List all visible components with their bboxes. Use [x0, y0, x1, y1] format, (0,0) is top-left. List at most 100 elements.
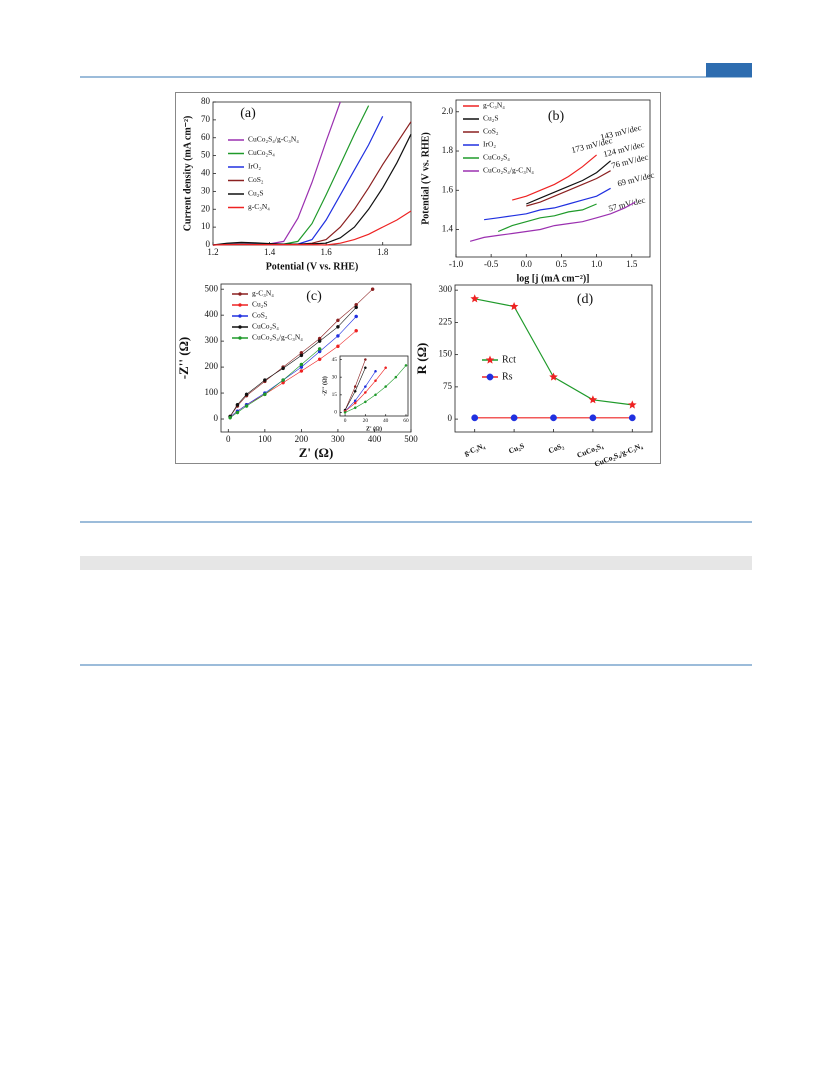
- marker: [235, 410, 240, 415]
- y-tick-label: 300: [205, 335, 219, 345]
- y-tick-label: 20: [201, 203, 211, 213]
- y-tick-label: 0: [448, 413, 453, 423]
- y-axis-label: -Z'' (Ω): [321, 376, 328, 396]
- x-tick-label: 20: [363, 418, 369, 424]
- marker: [353, 406, 357, 410]
- x-tick-label: 500: [404, 434, 418, 444]
- legend-label: CuCo₂S₄: [248, 148, 275, 157]
- legend-label: CuCo₂S₄/g-C₃N₄: [483, 166, 534, 175]
- marker: [336, 325, 340, 329]
- x-tick-label: 0: [226, 434, 231, 444]
- x-axis-label: Z' (Ω): [299, 445, 334, 460]
- marker: [336, 334, 340, 338]
- marker: [299, 353, 304, 358]
- marker: [374, 379, 377, 383]
- marker: [281, 378, 285, 382]
- marker: [263, 378, 267, 382]
- marker: [374, 393, 377, 397]
- x-axis-label: Z' (Ω): [366, 426, 382, 433]
- marker: [628, 400, 637, 409]
- y-tick-label: 45: [332, 357, 338, 363]
- marker: [353, 389, 357, 393]
- marker: [510, 414, 518, 422]
- x-tick-label: 300: [331, 434, 345, 444]
- marker: [550, 414, 557, 422]
- marker: [281, 366, 285, 371]
- marker: [404, 364, 408, 367]
- marker: [486, 373, 494, 381]
- legend-label: CoS₂: [252, 311, 268, 320]
- marker: [336, 318, 340, 323]
- marker: [317, 347, 322, 351]
- legend-label: Rct: [502, 354, 516, 365]
- marker: [370, 287, 375, 291]
- marker: [364, 358, 367, 361]
- legend-label: IrO₂: [483, 140, 496, 149]
- legend-label: CoS₂: [248, 175, 264, 184]
- x-tick-label: 1.8: [377, 247, 389, 257]
- legend-label: IrO₂: [248, 162, 261, 171]
- y-tick-label: 30: [201, 185, 211, 195]
- marker: [485, 355, 495, 364]
- y-tick-label: 0: [334, 410, 337, 416]
- marker: [353, 399, 357, 403]
- series-line: [497, 203, 597, 233]
- y-tick-label: 60: [201, 132, 211, 142]
- legend-label: Cu₂S: [248, 189, 264, 198]
- marker: [244, 392, 249, 397]
- legend-label: CuCo₂S₄: [483, 153, 510, 162]
- x-tick-label: -1.0: [449, 259, 464, 269]
- marker: [353, 385, 357, 388]
- y-axis-label: Potential (V vs. RHE): [420, 132, 431, 225]
- marker: [354, 314, 358, 319]
- series-line: [469, 201, 636, 242]
- x-tick-label: 0.5: [556, 259, 568, 269]
- y-tick-label: 0: [214, 413, 219, 423]
- series-line: [526, 170, 611, 207]
- y-tick-label: 10: [201, 221, 211, 231]
- marker: [317, 357, 322, 362]
- panel-label: (b): [548, 109, 565, 124]
- marker: [364, 366, 367, 370]
- marker: [263, 392, 267, 397]
- x-tick-label: -0.5: [484, 259, 499, 269]
- x-tick-label: 100: [258, 434, 272, 444]
- marker: [336, 344, 340, 349]
- y-tick-label: 1.4: [442, 224, 454, 234]
- marker: [235, 402, 240, 407]
- y-tick-label: 75: [443, 381, 453, 391]
- y-tick-label: 70: [201, 114, 211, 124]
- panel-label: (d): [577, 292, 594, 307]
- legend-label: g-C₃N₄: [252, 289, 274, 298]
- y-tick-label: 1.8: [442, 145, 454, 155]
- y-tick-label: 80: [201, 96, 211, 106]
- marker: [509, 302, 519, 311]
- marker: [238, 292, 242, 296]
- marker: [588, 395, 598, 404]
- y-tick-label: 50: [201, 150, 211, 160]
- marker: [374, 369, 377, 373]
- legend-label: CuCo₂S₄/g-C₃N₄: [248, 135, 299, 144]
- y-tick-label: 200: [205, 361, 219, 371]
- marker: [244, 404, 249, 408]
- legend-label: Cu₂S: [483, 114, 499, 123]
- series-line: [512, 154, 597, 201]
- series-line: [229, 288, 373, 417]
- legend-label: CuCo₂S₄: [252, 322, 279, 331]
- x-tick-label: 1.6: [321, 247, 333, 257]
- marker: [364, 385, 367, 388]
- x-tick-label: 0: [344, 418, 347, 424]
- x-tick-label: 1.4: [264, 247, 276, 257]
- marker: [238, 303, 242, 307]
- marker: [228, 415, 232, 420]
- legend-label: CuCo₂S₄/g-C₃N₄: [252, 333, 303, 342]
- y-tick-label: 2.0: [442, 106, 454, 116]
- y-axis-label: Current density (mA cm⁻²): [182, 116, 193, 232]
- marker: [299, 369, 304, 373]
- y-tick-label: 0: [206, 239, 211, 249]
- x-tick-label: 1.5: [626, 259, 638, 269]
- marker: [364, 391, 367, 394]
- marker: [354, 305, 358, 310]
